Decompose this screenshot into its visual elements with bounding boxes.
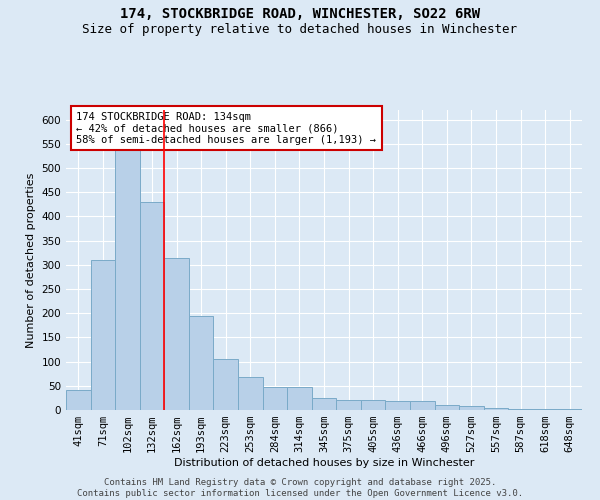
Bar [164,258,189,410]
Bar [361,400,385,410]
Bar [312,398,336,410]
Bar [140,202,164,410]
Bar [508,408,533,410]
Text: Contains HM Land Registry data © Crown copyright and database right 2025.
Contai: Contains HM Land Registry data © Crown c… [77,478,523,498]
Bar [557,408,582,410]
Bar [484,408,508,410]
Bar [459,406,484,410]
Bar [385,402,410,410]
X-axis label: Distribution of detached houses by size in Winchester: Distribution of detached houses by size … [174,458,474,468]
Text: 174 STOCKBRIDGE ROAD: 134sqm
← 42% of detached houses are smaller (866)
58% of s: 174 STOCKBRIDGE ROAD: 134sqm ← 42% of de… [76,112,376,144]
Bar [263,387,287,410]
Bar [238,377,263,410]
Bar [91,260,115,410]
Bar [410,402,434,410]
Bar [336,400,361,410]
Bar [189,316,214,410]
Bar [533,408,557,410]
Bar [287,387,312,410]
Bar [434,405,459,410]
Bar [115,148,140,410]
Bar [66,390,91,410]
Y-axis label: Number of detached properties: Number of detached properties [26,172,36,348]
Text: 174, STOCKBRIDGE ROAD, WINCHESTER, SO22 6RW: 174, STOCKBRIDGE ROAD, WINCHESTER, SO22 … [120,8,480,22]
Bar [214,359,238,410]
Text: Size of property relative to detached houses in Winchester: Size of property relative to detached ho… [83,22,517,36]
